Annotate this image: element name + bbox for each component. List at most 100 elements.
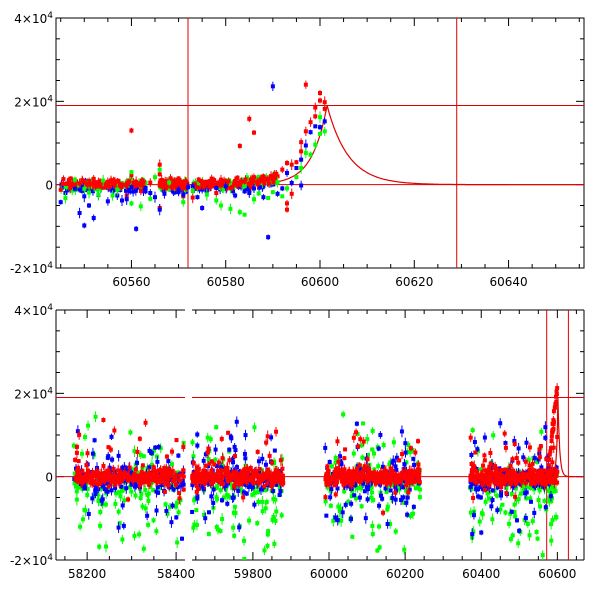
data-point	[271, 477, 276, 482]
data-point	[78, 475, 83, 480]
x-tick-label: 60620	[395, 275, 433, 289]
data-point	[333, 515, 338, 520]
data-point	[126, 187, 131, 192]
data-point	[132, 477, 137, 482]
data-point	[194, 489, 199, 494]
data-point	[266, 196, 271, 200]
data-point	[138, 452, 143, 457]
data-point	[226, 430, 231, 435]
data-point	[195, 443, 200, 448]
data-point	[170, 478, 175, 483]
data-point	[247, 191, 252, 195]
data-point	[225, 501, 230, 506]
data-point	[129, 170, 134, 175]
data-point	[264, 481, 269, 486]
data-point	[370, 476, 375, 481]
data-point	[129, 482, 134, 487]
data-point	[77, 478, 82, 483]
data-point	[174, 438, 179, 443]
data-point	[246, 484, 251, 489]
data-point	[173, 182, 178, 187]
data-point	[194, 522, 199, 527]
data-point	[86, 511, 91, 516]
data-point	[134, 179, 139, 184]
data-point	[238, 482, 243, 487]
data-point	[262, 548, 267, 553]
data-point	[227, 474, 232, 479]
data-point	[61, 177, 66, 182]
data-point	[214, 473, 219, 478]
data-point	[349, 494, 354, 499]
data-point	[180, 536, 185, 541]
data-point	[108, 447, 113, 452]
data-point	[113, 485, 118, 490]
data-point	[171, 189, 176, 194]
data-point	[170, 503, 175, 508]
data-point	[201, 469, 206, 474]
data-point	[313, 142, 318, 147]
data-point	[103, 502, 108, 507]
data-point	[256, 191, 261, 196]
data-point	[128, 430, 133, 435]
data-point	[357, 466, 362, 471]
data-point	[271, 496, 276, 501]
data-point	[371, 451, 376, 456]
data-point	[278, 488, 283, 493]
data-point	[376, 446, 381, 451]
data-point	[116, 509, 121, 514]
data-point	[72, 180, 77, 185]
data-point	[263, 462, 268, 467]
data-point	[158, 468, 163, 473]
data-point	[370, 532, 375, 537]
data-point	[353, 483, 358, 488]
data-point	[119, 184, 124, 189]
data-point	[325, 485, 330, 490]
data-point	[206, 531, 211, 536]
data-point	[381, 480, 386, 485]
data-point	[247, 477, 252, 482]
data-point	[136, 182, 141, 187]
data-point	[184, 180, 189, 185]
data-point	[265, 543, 270, 548]
data-point	[388, 522, 393, 527]
data-point	[101, 463, 106, 468]
data-point	[211, 487, 216, 492]
y-tick-label: 2×104	[14, 94, 53, 109]
data-point	[402, 547, 407, 552]
data-point	[197, 474, 202, 479]
data-point	[250, 492, 255, 497]
data-point	[99, 184, 104, 189]
data-point	[203, 463, 208, 468]
data-point	[322, 129, 327, 134]
data-point	[329, 487, 334, 492]
data-point	[203, 179, 208, 184]
data-point	[80, 469, 85, 474]
data-point	[343, 502, 348, 507]
data-point	[160, 471, 165, 476]
data-point	[149, 462, 154, 467]
data-point	[102, 185, 107, 190]
data-point	[166, 476, 171, 481]
data-point	[131, 184, 136, 189]
data-point	[340, 476, 345, 481]
data-point	[197, 185, 202, 190]
data-point	[335, 486, 340, 491]
data-point	[109, 488, 114, 493]
data-point	[76, 183, 81, 188]
data-point	[354, 466, 359, 471]
data-point	[345, 476, 350, 481]
data-point	[294, 166, 299, 170]
data-point	[232, 182, 237, 187]
data-point	[200, 181, 205, 186]
data-point	[124, 468, 129, 473]
data-point	[198, 179, 203, 184]
data-point	[277, 493, 282, 498]
data-point	[369, 472, 374, 477]
data-point	[262, 484, 267, 489]
data-point	[138, 477, 143, 482]
data-point	[80, 517, 85, 522]
data-point	[126, 497, 131, 502]
data-point	[176, 476, 181, 481]
data-point	[275, 180, 280, 185]
data-point	[131, 189, 136, 194]
